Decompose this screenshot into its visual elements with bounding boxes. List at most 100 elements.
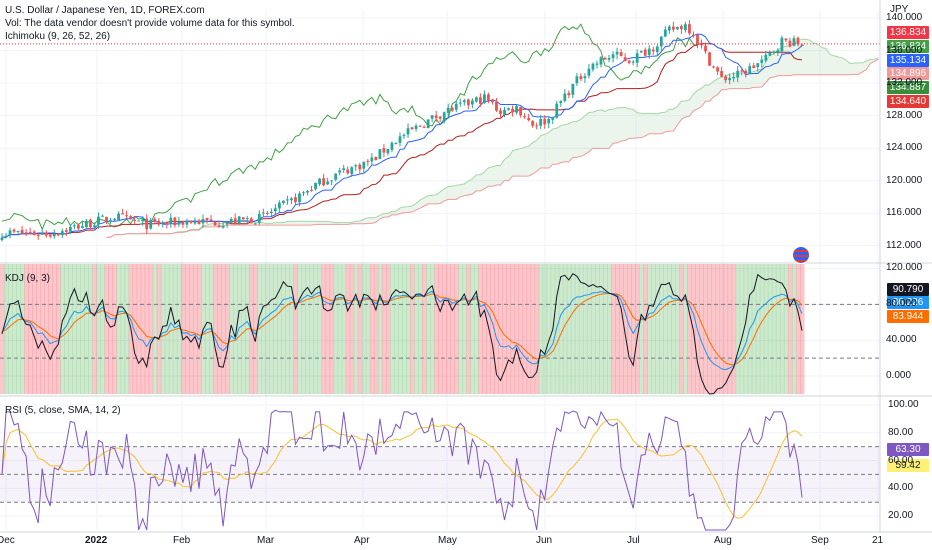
kdj-bg-bar bbox=[76, 264, 81, 394]
kdj-bg-bar bbox=[570, 264, 576, 394]
kdj-bg-bar bbox=[783, 264, 789, 394]
candle-body bbox=[688, 24, 691, 34]
candle-body bbox=[675, 26, 679, 30]
price-value-tag: 134.887 bbox=[887, 81, 929, 94]
kdj-bg-bar bbox=[196, 264, 202, 394]
candle-body bbox=[410, 127, 414, 130]
kdj-bg-bar bbox=[20, 264, 25, 394]
kdj-bg-bar bbox=[64, 264, 69, 394]
candle-body bbox=[40, 232, 44, 235]
symbol-title[interactable]: U.S. Dollar / Japanese Yen, 1D, FOREX.co… bbox=[5, 5, 205, 16]
kdj-bg-bar bbox=[422, 264, 427, 394]
kdj-bg-bar bbox=[321, 264, 327, 394]
kdj-bg-bar bbox=[325, 264, 331, 394]
kdj-tick-label: 80.000 bbox=[886, 298, 917, 310]
candle-body bbox=[213, 221, 217, 226]
ichimoku-label[interactable]: Ichimoku (9, 26, 52, 26) bbox=[5, 31, 111, 42]
candle-body bbox=[48, 234, 52, 237]
candle-body bbox=[68, 226, 72, 232]
candle-body bbox=[466, 99, 470, 106]
kdj-bg-bar bbox=[341, 264, 347, 394]
kdj-bg-bar bbox=[36, 264, 41, 394]
kdj-bg-bar bbox=[795, 264, 801, 394]
candle-body bbox=[64, 230, 68, 232]
kdj-bg-bar bbox=[779, 264, 785, 394]
candle-body bbox=[354, 165, 358, 167]
candle-body bbox=[704, 45, 707, 52]
candle-body bbox=[193, 221, 197, 224]
volume-note: Vol: The data vendor doesn't provide vol… bbox=[5, 18, 295, 29]
candle-body bbox=[454, 103, 458, 110]
candle-body bbox=[539, 118, 543, 126]
candle-body bbox=[736, 70, 740, 78]
kdj-bg-bar bbox=[397, 264, 403, 394]
candle-body bbox=[282, 200, 285, 204]
candle-body bbox=[169, 217, 173, 224]
kdj-bg-bar bbox=[574, 264, 580, 394]
candle-body bbox=[639, 50, 643, 53]
kdj-signal-background bbox=[0, 264, 805, 394]
kdj-label[interactable]: KDJ (9, 3) bbox=[5, 273, 51, 284]
candle-body bbox=[145, 218, 149, 230]
candle-body bbox=[796, 37, 800, 45]
candle-body bbox=[265, 212, 269, 214]
kdj-bg-bar bbox=[237, 264, 242, 394]
candle-body bbox=[374, 157, 378, 161]
candle-body bbox=[133, 219, 137, 221]
price-tick-label: 120.000 bbox=[886, 174, 923, 186]
candle-body bbox=[125, 215, 129, 217]
kdj-bg-bar bbox=[172, 264, 178, 394]
candle-body bbox=[571, 83, 575, 95]
rsi-tick-label: 60.00 bbox=[888, 454, 914, 466]
kdj-bg-bar bbox=[787, 264, 793, 394]
candle-body bbox=[760, 59, 764, 64]
kdj-bg-bar bbox=[687, 264, 692, 394]
kdj-bg-bar bbox=[353, 264, 359, 394]
candle-body bbox=[414, 125, 418, 129]
kdj-bg-bar bbox=[52, 264, 57, 394]
kdj-bg-bar bbox=[373, 264, 379, 394]
price-tick-label: 116.000 bbox=[886, 207, 922, 219]
candle-body bbox=[519, 106, 522, 116]
rsi-label[interactable]: RSI (5, close, SMA, 14, 2) bbox=[5, 405, 121, 416]
kdj-bg-bar bbox=[0, 264, 5, 394]
kdj-bg-bar bbox=[506, 264, 512, 394]
kdj-bg-bar bbox=[667, 264, 672, 394]
candle-body bbox=[708, 52, 711, 66]
kdj-bg-bar bbox=[349, 264, 355, 394]
kdj-bg-bar bbox=[96, 264, 101, 394]
candle-body bbox=[370, 157, 374, 162]
kdj-bg-bar bbox=[156, 264, 162, 394]
candle-body bbox=[491, 100, 494, 103]
candle-body bbox=[667, 26, 671, 31]
kdj-bg-bar bbox=[767, 264, 773, 394]
kdj-bg-bar bbox=[534, 264, 540, 394]
candle-body bbox=[32, 231, 36, 235]
candle-body bbox=[784, 38, 788, 41]
candle-body bbox=[792, 38, 796, 46]
kdj-legend: KDJ (9, 3) bbox=[5, 272, 50, 285]
kdj-bg-bar bbox=[24, 264, 29, 394]
price-legend: U.S. Dollar / Japanese Yen, 1D, FOREX.co… bbox=[5, 4, 295, 43]
rsi-value-tag: 63.30 bbox=[887, 443, 929, 456]
kdj-bg-bar bbox=[691, 264, 696, 394]
kdj-bg-bar bbox=[711, 264, 717, 394]
candle-body bbox=[382, 148, 386, 153]
kdj-bg-bar bbox=[385, 264, 391, 394]
candle-body bbox=[390, 142, 394, 150]
kdj-bg-bar bbox=[104, 264, 110, 394]
kdj-bg-bar bbox=[418, 264, 423, 394]
us-flag-icon[interactable] bbox=[792, 246, 810, 264]
kdj-bg-bar bbox=[176, 264, 182, 394]
candle-body bbox=[137, 220, 141, 222]
candle-body bbox=[776, 50, 780, 53]
candle-body bbox=[36, 235, 40, 237]
candle-body bbox=[716, 67, 719, 72]
candle-body bbox=[655, 46, 659, 52]
candle-body bbox=[591, 63, 595, 70]
candle-body bbox=[290, 198, 293, 201]
candle-body bbox=[663, 29, 667, 37]
candle-body bbox=[277, 202, 281, 209]
kdj-bg-bar bbox=[44, 264, 49, 394]
